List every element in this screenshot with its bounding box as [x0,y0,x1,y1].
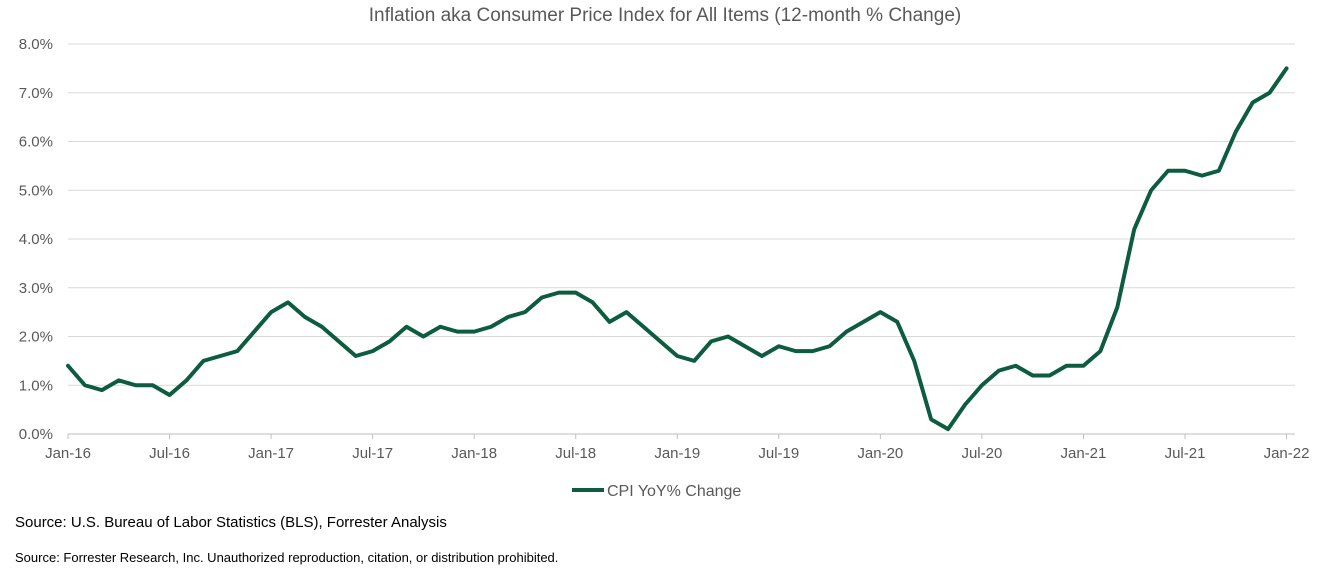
y-tick-label: 1.0% [19,377,53,394]
y-tick-label: 8.0% [19,36,53,53]
y-tick-label: 4.0% [19,231,53,248]
y-tick-label: 2.0% [19,329,53,346]
gridlines [68,43,1295,386]
x-tick-label: Jul-20 [961,445,1002,462]
legend-label-cpi: CPI YoY% Change [607,483,741,500]
source-note: Source: U.S. Bureau of Labor Statistics … [15,514,447,531]
x-tick-label: Jul-17 [352,445,393,462]
y-tick-label: 3.0% [19,280,53,297]
y-axis-labels: 0.0% 1.0% 2.0% 3.0% 4.0% 5.0% 6.0% 7.0% 8.0% [19,36,53,443]
x-tick-label: Jan-20 [857,445,903,462]
x-tick-label: Jul-19 [758,445,799,462]
x-tick-label: Jan-17 [248,445,294,462]
x-tick-label: Jul-18 [555,445,596,462]
x-tick-label: Jan-18 [451,445,497,462]
x-tick-label: Jan-16 [45,445,91,462]
plot-area [66,66,1289,432]
copyright-note: Source: Forrester Research, Inc. Unautho… [15,550,559,565]
x-tick-label: Jan-21 [1061,445,1107,462]
y-tick-label: 0.0% [19,426,53,443]
y-tick-label: 5.0% [19,182,53,199]
y-tick-label: 7.0% [19,85,53,102]
y-tick-label: 6.0% [19,134,53,151]
chart: Inflation aka Consumer Price Index for A… [19,5,1310,500]
x-tick-label: Jan-19 [654,445,700,462]
legend: CPI YoY% Change [572,483,741,500]
series-line-cpi [66,66,1289,432]
chart-title: Inflation aka Consumer Price Index for A… [369,5,961,26]
x-tick-label: Jan-22 [1264,445,1310,462]
x-axis: Jan-16 Jul-16 Jan-17 Jul-17 Jan-18 Jul-18 Jan-… [45,433,1310,462]
x-tick-label: Jul-16 [149,445,190,462]
x-tick-label: Jul-21 [1165,445,1206,462]
